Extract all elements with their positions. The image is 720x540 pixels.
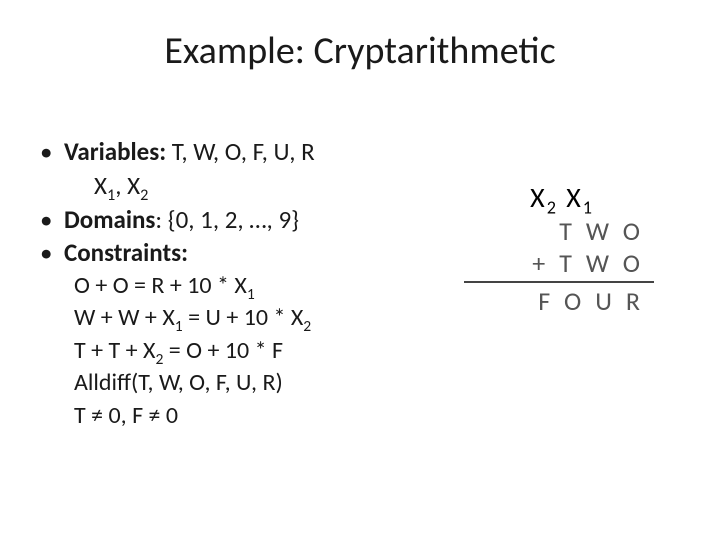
bullet-domains: • Domains: {0, 1, 2, …, 9} (40, 203, 420, 237)
c3b: = O + 10 * F (163, 336, 283, 365)
c2s1: 1 (175, 317, 183, 336)
bullet-dot-icon: • (40, 135, 64, 169)
c1a: O + O = R + 10 * X (74, 271, 247, 300)
variables-subline: X1, X2 (40, 169, 420, 203)
constraint-5: T ≠ 0, F ≠ 0 (40, 400, 420, 432)
c2a: W + W + X (74, 303, 175, 332)
c2s2: 2 (303, 317, 311, 336)
cryptarithmetic-figure: X2 X1 TWO +TWO FOUR (454, 180, 654, 317)
addend-row-1: TWO (454, 215, 654, 247)
bullet-dot-icon: • (40, 236, 64, 270)
addend-2-letters: TWO (559, 247, 654, 279)
addend-row-2: + TWO (454, 247, 654, 279)
constraint-3: T + T + X2 = O + 10 * F (40, 335, 420, 367)
body-content: • Variables: T, W, O, F, U, R X1, X2 • D… (40, 135, 420, 432)
bullet-constraints: • Constraints: (40, 236, 420, 270)
slide-title: Example: Cryptarithmetic (0, 0, 720, 74)
bullet-variables: • Variables: T, W, O, F, U, R (40, 135, 420, 169)
plus-icon: + (532, 247, 545, 279)
c3a: T + T + X (74, 336, 155, 365)
result-row: FOUR (454, 285, 654, 317)
bullet-dot-icon: • (40, 203, 64, 237)
constraint-4: Alldiff(T, W, O, F, U, R) (40, 367, 420, 399)
carry-x2s: 2 (547, 197, 558, 219)
domains-value: : {0, 1, 2, …, 9} (155, 204, 299, 235)
carry-x2a: X (530, 180, 547, 215)
bullet-variables-text: Variables: T, W, O, F, U, R (64, 135, 315, 169)
constraints-label: Constraints: (64, 237, 188, 268)
variables-value: T, W, O, F, U, R (166, 136, 315, 167)
c1s: 1 (247, 285, 255, 304)
sum-rule-line (464, 281, 654, 283)
carry-mid: X (558, 180, 583, 215)
carry-row: X2 X1 (454, 180, 654, 215)
constraint-1: O + O = R + 10 * X1 (40, 270, 420, 302)
vs-mid: , X (115, 170, 140, 201)
variables-label: Variables: (64, 136, 166, 167)
vs-x1a: X (94, 170, 107, 201)
c2b: = U + 10 * X (183, 303, 304, 332)
bullet-constraints-text: Constraints: (64, 236, 188, 270)
bullet-domains-text: Domains: {0, 1, 2, …, 9} (64, 203, 299, 237)
constraint-2: W + W + X1 = U + 10 * X2 (40, 302, 420, 334)
slide: Example: Cryptarithmetic • Variables: T,… (0, 0, 720, 540)
domains-label: Domains (64, 204, 155, 235)
